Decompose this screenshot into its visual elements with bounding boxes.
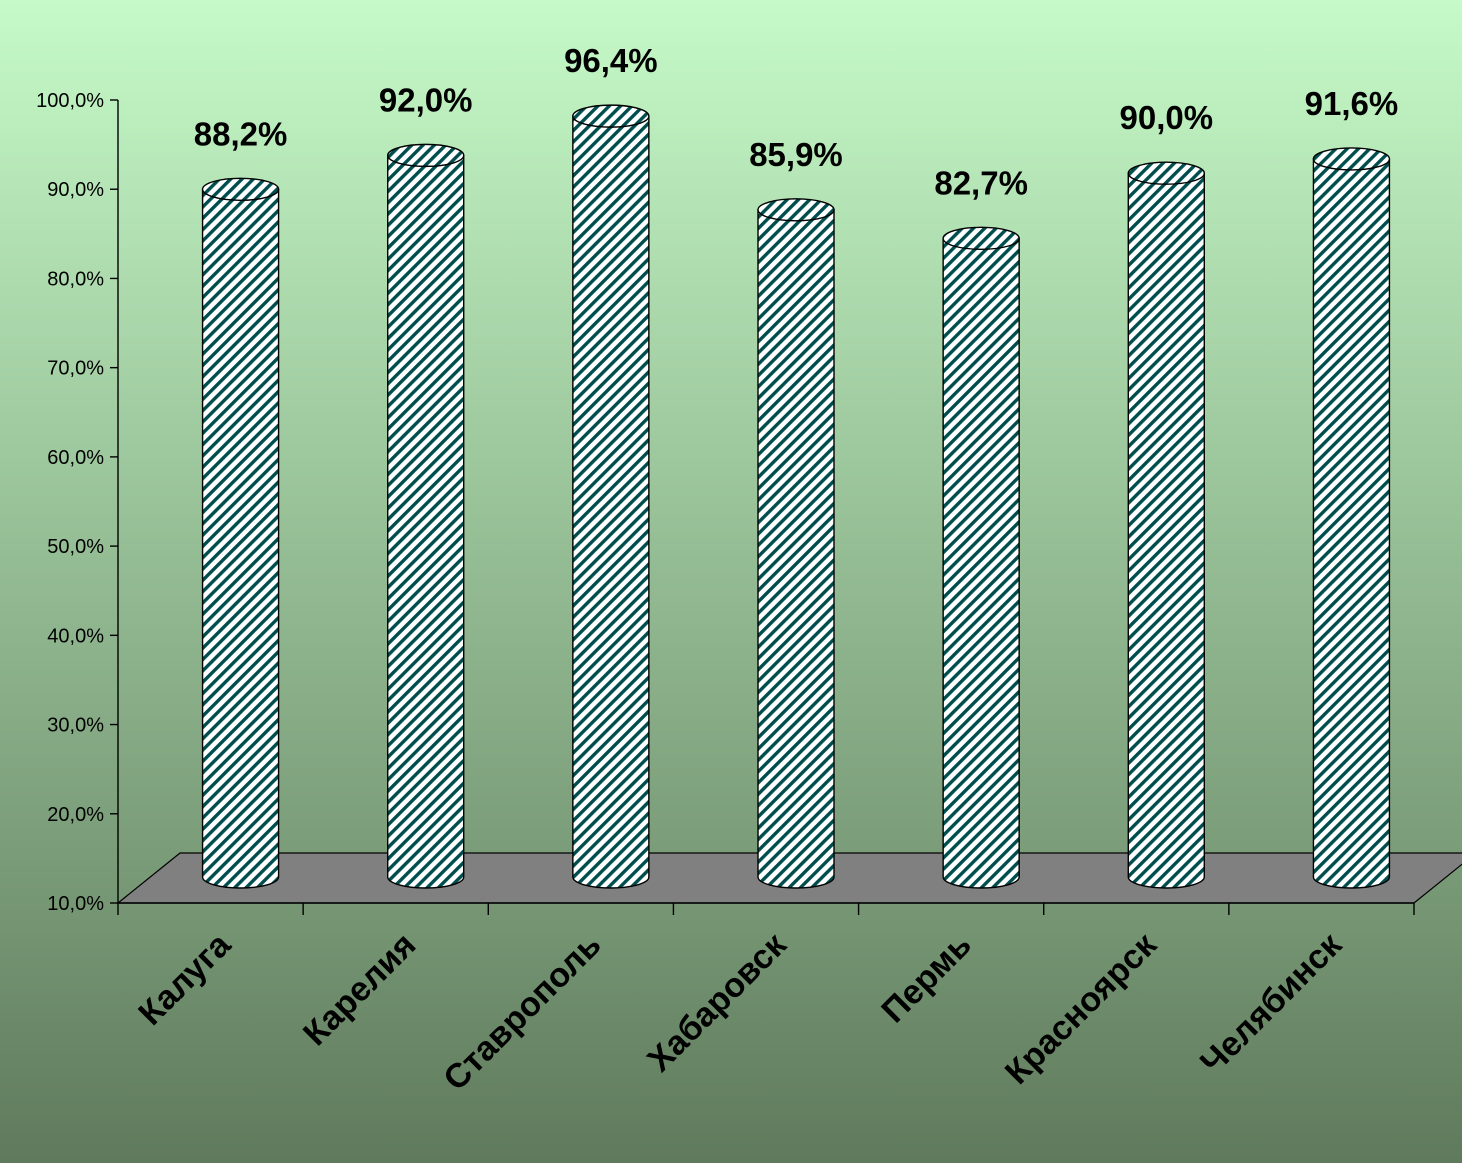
bar-body <box>387 154 465 889</box>
bar-cylinder <box>387 143 465 889</box>
y-tick-label: 40,0% <box>47 625 104 647</box>
y-tick-label: 100,0% <box>36 90 104 112</box>
bar-body <box>757 209 835 889</box>
bar-cylinder <box>757 198 835 889</box>
bar-body <box>942 237 1020 889</box>
data-label: 90,0% <box>1119 99 1213 136</box>
data-label: 92,0% <box>379 81 473 118</box>
y-tick-label: 20,0% <box>47 804 104 826</box>
y-tick-label: 90,0% <box>47 179 104 201</box>
y-tick-label: 10,0% <box>47 893 104 915</box>
bar-top <box>1127 161 1205 185</box>
y-tick-label: 80,0% <box>47 268 104 290</box>
bar-top <box>942 226 1020 251</box>
y-tick-label: 60,0% <box>47 447 104 469</box>
bar-top <box>572 104 650 128</box>
bar-body <box>572 115 650 889</box>
data-label: 88,2% <box>194 115 288 152</box>
y-tick-label: 30,0% <box>47 715 104 737</box>
bar-cylinder <box>572 104 650 889</box>
bar-top <box>387 143 465 168</box>
bar-body <box>201 188 280 889</box>
bar-cylinder <box>1312 147 1391 889</box>
data-label: 85,9% <box>749 136 843 173</box>
bar-cylinder <box>942 226 1020 889</box>
bar-cylinder <box>201 177 280 889</box>
data-label: 82,7% <box>934 164 1028 201</box>
y-tick-label: 70,0% <box>47 358 104 380</box>
data-label: 96,4% <box>564 42 658 79</box>
bar-body <box>1312 158 1391 889</box>
bar-cylinder <box>1127 161 1205 889</box>
y-tick-label: 50,0% <box>47 536 104 558</box>
bar-body <box>1127 172 1205 889</box>
bar-top <box>757 198 835 222</box>
data-label: 91,6% <box>1305 85 1399 122</box>
bar-top <box>1312 147 1391 171</box>
bar-top <box>201 177 280 201</box>
